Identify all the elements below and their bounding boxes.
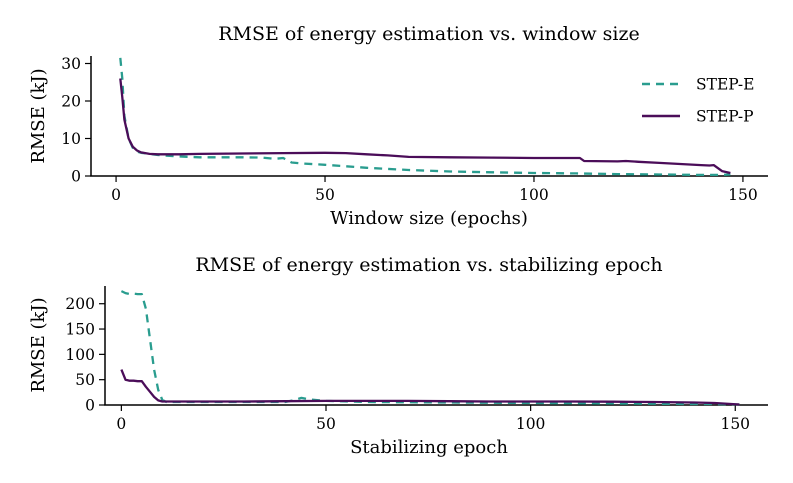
series-line-step-e — [120, 290, 740, 406]
y-tick-label: 10 — [61, 130, 81, 148]
x-axis-title: Stabilizing epoch — [350, 437, 508, 458]
x-tick-label: 100 — [516, 415, 546, 433]
y-axis-title: RMSE (kJ) — [28, 68, 49, 163]
series-line-step-p — [119, 78, 731, 175]
legend: STEP-E STEP-P — [642, 76, 754, 126]
x-tick-label: 150 — [728, 186, 758, 204]
x-tick-label: 0 — [116, 415, 126, 433]
chart-title: RMSE of energy estimation vs. stabilizin… — [195, 254, 662, 276]
legend-label-step-e: STEP-E — [696, 76, 754, 94]
y-tick-label: 200 — [65, 295, 95, 313]
y-axis-title: RMSE (kJ) — [28, 297, 49, 392]
y-tick-label: 30 — [61, 55, 81, 73]
series-line-step-e — [119, 57, 731, 177]
x-tick-label: 0 — [111, 186, 121, 204]
x-tick-label: 50 — [315, 186, 335, 204]
legend-label-step-p: STEP-P — [696, 108, 754, 126]
x-tick-label: 150 — [720, 415, 750, 433]
y-tick-label: 0 — [85, 397, 95, 415]
y-tick-label: 0 — [71, 168, 81, 186]
x-tick-label: 100 — [519, 186, 549, 204]
chart-stabilizing-epoch: RMSE of energy estimation vs. stabilizin… — [28, 254, 768, 458]
y-tick-label: 150 — [65, 321, 95, 339]
y-tick-label: 100 — [65, 346, 95, 364]
y-tick-label: 50 — [75, 371, 95, 389]
x-tick-label: 50 — [316, 415, 336, 433]
chart-title: RMSE of energy estimation vs. window siz… — [218, 23, 640, 45]
series-line-step-p — [120, 369, 740, 406]
x-axis-title: Window size (epochs) — [330, 208, 528, 229]
chart-window-size: RMSE of energy estimation vs. window siz… — [28, 23, 768, 229]
y-tick-label: 20 — [61, 93, 81, 111]
